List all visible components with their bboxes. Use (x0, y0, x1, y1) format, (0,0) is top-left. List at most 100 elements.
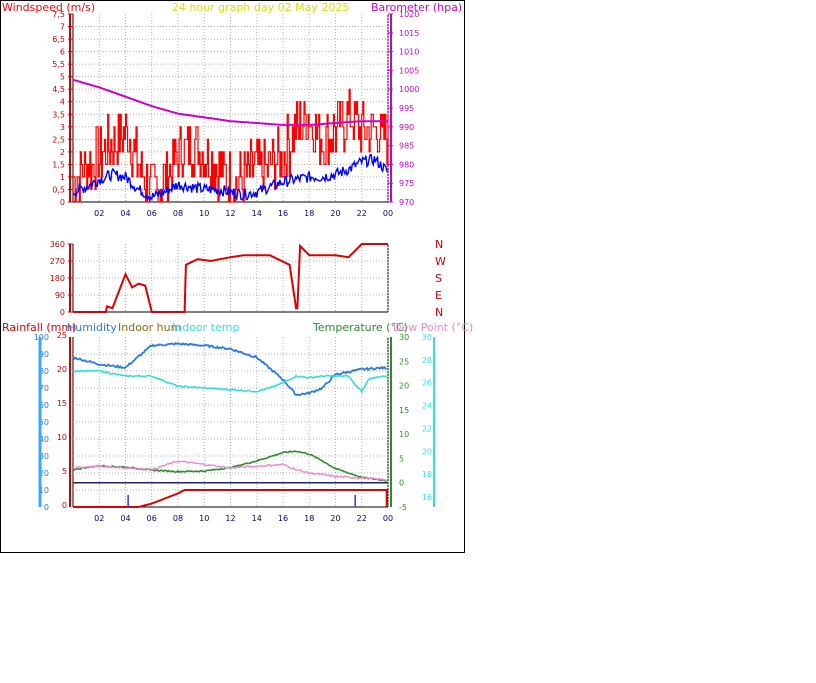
x-tick-label: 10 (199, 514, 209, 523)
dewpoint-tick-label: 18 (422, 470, 432, 479)
wind-tick-label: 2,5 (52, 135, 65, 144)
barometer-tick-label: 980 (399, 160, 414, 169)
x-tick-label: 22 (357, 209, 367, 218)
barometer-tick-label: 985 (399, 142, 414, 151)
wind-tick-label: 1,5 (52, 160, 65, 169)
wind-tick-label: 3,5 (52, 110, 65, 119)
direction-tick-label: 180 (50, 274, 65, 283)
wind-tick-label: 0 (60, 198, 65, 207)
direction-tick-label: 270 (50, 257, 65, 266)
humidity-tick-label: 80 (39, 367, 49, 376)
x-tick-label: 14 (252, 514, 262, 523)
wind-gust-line (73, 88, 389, 203)
x-tick-label: 12 (225, 514, 235, 523)
humidity-tick-label: 0 (44, 503, 49, 512)
wind-tick-label: 7 (60, 23, 65, 32)
humidity-tick-label: 50 (39, 418, 49, 427)
barometer-tick-label: 1020 (399, 10, 419, 19)
dewpoint-tick-label: 24 (422, 402, 432, 411)
humidity-tick-label: 90 (39, 350, 49, 359)
wind-tick-label: 5,5 (52, 60, 65, 69)
x-tick-label: 16 (278, 209, 288, 218)
barometer-tick-label: 1010 (399, 48, 419, 57)
wind-tick-label: 4 (60, 98, 65, 107)
x-tick-label: 20 (330, 209, 340, 218)
barometer-line (72, 78, 388, 126)
barometer-tick-label: 970 (399, 198, 414, 207)
x-tick-label: 16 (278, 514, 288, 523)
x-tick-label: 04 (120, 209, 130, 218)
wind-tick-label: 6,5 (52, 35, 65, 44)
barometer-tick-label: 1000 (399, 85, 419, 94)
x-tick-label: 08 (173, 209, 183, 218)
compass-tick-label: N (435, 306, 443, 319)
temperature-tick-label: 5 (399, 454, 404, 463)
temperature-tick-label: 30 (399, 333, 409, 342)
rainfall-line (73, 489, 388, 508)
humidity-tick-label: 10 (39, 486, 49, 495)
barometer-tick-label: 995 (399, 104, 414, 113)
wind-tick-label: 4,5 (52, 85, 65, 94)
x-tick-label: 00 (383, 209, 393, 218)
wind-tick-label: 5 (60, 73, 65, 82)
dewpoint-line (72, 460, 387, 482)
x-tick-label: 22 (357, 514, 367, 523)
x-tick-label: 14 (252, 209, 262, 218)
humidity-line (72, 342, 387, 396)
x-tick-label: 18 (304, 514, 314, 523)
indoor-temp-line (72, 369, 388, 394)
wind-tick-label: 2 (60, 148, 65, 157)
dewpoint-tick-label: 28 (422, 356, 432, 365)
barometer-tick-label: 1005 (399, 66, 419, 75)
x-tick-label: 18 (304, 209, 314, 218)
barometer-tick-label: 975 (399, 179, 414, 188)
humidity-label: Humidity (67, 321, 117, 334)
indoor-temp-label: Indoor temp (172, 321, 239, 334)
humidity-tick-label: 40 (39, 435, 49, 444)
temperature-tick-label: 10 (399, 430, 409, 439)
graph-title: 24 hour graph day 02 May 2025 (172, 1, 349, 14)
humidity-tick-label: 70 (39, 384, 49, 393)
wind-tick-label: 1 (60, 173, 65, 182)
x-tick-label: 00 (383, 514, 393, 523)
wind-tick-label: 7,5 (52, 10, 65, 19)
direction-tick-label: 0 (60, 308, 65, 317)
x-tick-label: 10 (199, 209, 209, 218)
barometer-tick-label: 990 (399, 123, 414, 132)
humidity-tick-label: 20 (39, 469, 49, 478)
temperature-label: Temperature (°C) (312, 321, 408, 334)
wind-tick-label: 0,5 (52, 185, 65, 194)
direction-tick-label: 90 (55, 291, 65, 300)
dewpoint-tick-label: 16 (422, 493, 432, 502)
dewpoint-tick-label: 30 (422, 333, 432, 342)
dewpoint-tick-label: 20 (422, 447, 432, 456)
wind-tick-label: 6 (60, 48, 65, 57)
barometer-label: Barometer (hpa) (371, 1, 462, 14)
x-tick-label: 08 (173, 514, 183, 523)
temperature-tick-label: 0 (399, 479, 404, 488)
humidity-tick-label: 30 (39, 452, 49, 461)
compass-tick-label: W (435, 255, 446, 268)
x-tick-label: 02 (94, 209, 104, 218)
windspeed-label: Windspeed (m/s) (2, 1, 95, 14)
rainfall-label: Rainfall (mm) (2, 321, 76, 334)
humidity-tick-label: 60 (39, 401, 49, 410)
temperature-tick-label: 25 (399, 357, 409, 366)
rainfall-tick-label: 0 (62, 501, 67, 510)
rainfall-tick-label: 15 (57, 399, 67, 408)
barometer-tick-label: 1015 (399, 29, 419, 38)
rainfall-tick-label: 10 (57, 433, 67, 442)
rainfall-tick-label: 5 (62, 467, 67, 476)
temperature-tick-label: 20 (399, 382, 409, 391)
wind-tick-label: 3 (60, 123, 65, 132)
x-tick-label: 06 (147, 209, 157, 218)
compass-tick-label: S (435, 272, 442, 285)
compass-tick-label: N (435, 238, 443, 251)
x-tick-label: 12 (225, 209, 235, 218)
temperature-tick-label: 15 (399, 406, 409, 415)
dewpoint-tick-label: 26 (422, 379, 432, 388)
direction-tick-label: 360 (50, 240, 65, 249)
wind-direction-line (73, 243, 388, 313)
rainfall-tick-label: 25 (57, 331, 67, 340)
